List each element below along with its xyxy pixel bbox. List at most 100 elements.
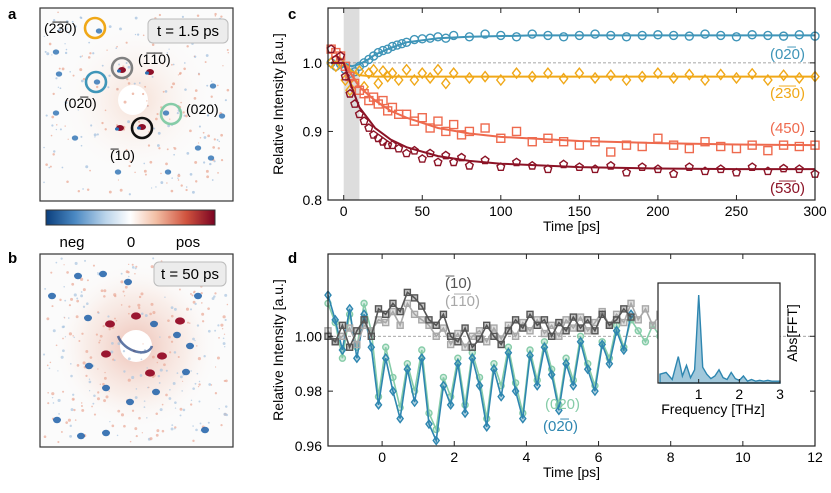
data-point	[576, 336, 585, 347]
data-point	[338, 321, 347, 330]
noise-speck	[166, 52, 169, 54]
bragg-spot	[207, 155, 215, 161]
data-point	[605, 69, 616, 82]
noise-speck	[131, 266, 135, 269]
noise-speck	[134, 273, 136, 275]
noise-speck	[77, 109, 79, 111]
noise-speck	[199, 422, 202, 425]
x-tick-label-c: 300	[803, 203, 827, 219]
noise-speck	[127, 378, 131, 382]
data-point	[778, 163, 789, 173]
noise-speck	[221, 328, 224, 330]
noise-speck	[159, 336, 161, 338]
noise-speck	[63, 285, 65, 288]
data-point	[433, 157, 443, 167]
noise-speck	[185, 188, 188, 192]
data-point	[641, 338, 650, 346]
data-point	[446, 332, 455, 340]
data-point	[410, 310, 419, 319]
bragg-spot	[48, 292, 56, 300]
noise-speck	[160, 181, 164, 185]
data-point	[621, 167, 632, 177]
data-point	[393, 73, 404, 87]
noise-speck	[166, 182, 168, 184]
noise-speck	[194, 302, 197, 306]
data-point	[504, 327, 513, 335]
noise-speck	[60, 431, 63, 433]
noise-speck	[186, 151, 190, 155]
data-point	[418, 346, 426, 354]
noise-speck	[49, 361, 52, 364]
data-point	[397, 38, 407, 49]
spot-marker-circle	[84, 70, 108, 94]
noise-speck	[86, 188, 90, 191]
data-point	[335, 56, 346, 69]
noise-speck	[144, 314, 148, 317]
noise-speck	[45, 114, 48, 117]
spot-label-1-10: (̅10)	[110, 147, 135, 163]
noise-speck	[170, 86, 173, 89]
noise-speck	[193, 55, 196, 57]
noise-speck	[85, 165, 89, 169]
noise-speck	[82, 288, 86, 292]
noise-speck	[171, 424, 174, 427]
x-tick-label-d: 4	[523, 449, 531, 465]
noise-speck	[63, 317, 66, 319]
noise-speck	[59, 298, 62, 302]
noise-speck	[134, 396, 138, 399]
data-point	[373, 133, 383, 143]
data-point	[497, 391, 506, 402]
x-tick-label-c: 100	[489, 203, 513, 219]
noise-speck	[44, 50, 47, 53]
inset-frame	[657, 282, 781, 384]
noise-speck	[122, 290, 125, 293]
data-point	[668, 140, 679, 150]
data-point	[367, 332, 375, 340]
inset-x-axis-label: Frequency [THz]	[661, 401, 764, 417]
noise-speck	[131, 375, 135, 380]
data-point	[338, 354, 347, 362]
noise-speck	[197, 142, 200, 144]
noise-speck	[190, 308, 193, 311]
noise-speck	[103, 376, 107, 380]
noise-speck	[108, 190, 112, 194]
noise-speck	[171, 63, 173, 66]
noise-speck	[48, 166, 51, 169]
spot-label-0-2-0: (02̅0)	[64, 95, 97, 111]
noise-speck	[104, 128, 107, 131]
data-point	[483, 338, 491, 346]
noise-speck	[189, 403, 193, 406]
bragg-spot	[117, 69, 121, 73]
y-tick-label-d: 1.00	[295, 328, 322, 344]
noise-speck	[43, 435, 47, 439]
data-point	[449, 157, 459, 167]
noise-speck	[207, 329, 211, 333]
noise-speck	[169, 118, 171, 120]
data-point	[496, 133, 506, 143]
noise-speck	[170, 189, 174, 193]
noise-speck	[220, 159, 224, 162]
noise-speck	[123, 370, 126, 373]
data-point	[731, 71, 742, 85]
noise-speck	[99, 383, 102, 385]
x-tick-label-d: 12	[807, 449, 823, 465]
noise-speck	[186, 45, 189, 48]
noise-speck	[204, 61, 207, 64]
data-point	[382, 343, 390, 351]
noise-speck	[72, 335, 74, 337]
data-point	[547, 369, 556, 380]
x-axis-label-d: Time [ps]	[543, 464, 600, 480]
x-axis-label-c: Time [ps]	[543, 218, 600, 234]
noise-speck	[158, 147, 161, 150]
noise-speck	[146, 367, 148, 369]
y-tick-label-c: 0.9	[303, 123, 323, 139]
data-point	[382, 310, 390, 319]
noise-speck	[201, 320, 205, 323]
data-point	[634, 316, 642, 324]
noise-speck	[82, 361, 86, 365]
noise-speck	[173, 351, 177, 354]
noise-speck	[128, 193, 131, 196]
data-point	[504, 343, 513, 351]
data-point	[612, 316, 621, 324]
data-point	[518, 413, 527, 424]
